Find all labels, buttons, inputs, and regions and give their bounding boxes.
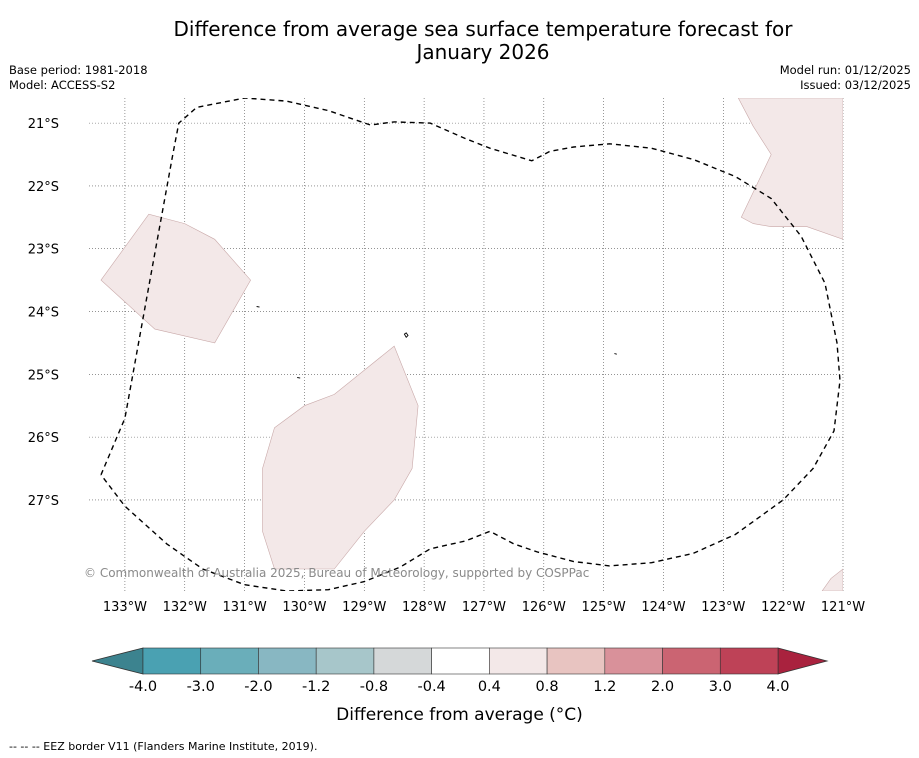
meta-left: Base period: 1981-2018 Model: ACCESS-S2 — [9, 63, 148, 93]
colorbar-tick-label: -0.8 — [360, 679, 388, 695]
lon-tick-label: 122°W — [761, 600, 805, 615]
islands — [256, 306, 617, 379]
page-title: Difference from average sea surface temp… — [0, 18, 919, 64]
colorbar-tick-label: 4.0 — [766, 679, 789, 695]
lon-tick-label: 121°W — [821, 600, 865, 615]
anomaly-patch-west — [100, 213, 251, 344]
title-line-2: January 2026 — [416, 40, 550, 64]
lat-tick-label: 27°S — [28, 494, 59, 509]
latitude-labels: 21°S 22°S 23°S 24°S 25°S 26°S 27°S — [28, 117, 59, 509]
lon-tick-label: 133°W — [103, 600, 147, 615]
colorbar-tick-label: 3.0 — [709, 679, 732, 695]
colorbar-swatch — [662, 647, 721, 675]
eez-border-line — [100, 98, 841, 591]
islet-a — [403, 332, 409, 339]
colorbar-swatch — [373, 647, 432, 675]
colorbar-swatch — [604, 647, 663, 675]
lon-tick-label: 132°W — [163, 600, 207, 615]
colorbar-label: Difference from average (°C) — [336, 705, 583, 725]
lon-tick-label: 129°W — [342, 600, 386, 615]
lon-tick-label: 125°W — [582, 600, 626, 615]
colorbar-swatch — [546, 647, 606, 675]
lon-tick-label: 130°W — [282, 600, 326, 615]
lat-tick-label: 25°S — [28, 368, 59, 383]
lat-tick-label: 26°S — [28, 431, 59, 446]
islet-c — [297, 377, 301, 379]
longitude-labels: 133°W 132°W 131°W 130°W 129°W 128°W 127°W 126°W… — [103, 600, 865, 615]
lon-tick-label: 123°W — [701, 600, 745, 615]
base-period-label: Base period: 1981-2018 — [9, 63, 148, 77]
colorbar-tick-label: 2.0 — [651, 679, 674, 695]
model-run-label: Model run: 01/12/2025 — [779, 63, 911, 77]
lon-tick-label: 128°W — [402, 600, 446, 615]
colorbar-tick-label: -0.4 — [417, 679, 445, 695]
anomaly-regions — [100, 98, 843, 591]
anomaly-patch-northeast — [737, 98, 843, 240]
lon-tick-label: 126°W — [522, 600, 566, 615]
lon-tick-label: 127°W — [462, 600, 506, 615]
lon-tick-label: 124°W — [641, 600, 685, 615]
colorbar-tick-label: 0.8 — [536, 679, 559, 695]
anomaly-patch-central — [262, 345, 419, 570]
gridlines — [89, 98, 844, 591]
colorbar-tick-label: -4.0 — [129, 679, 157, 695]
colorbar: -4.0 -3.0 -2.0 -1.2 -0.8 -0.4 0.4 0.8 1.2 2.0 3.0 4… — [91, 647, 829, 695]
eez-layer — [100, 98, 841, 591]
lat-tick-label: 24°S — [28, 306, 59, 321]
colorbar-swatch — [719, 647, 779, 675]
colorbar-tick-label: 0.4 — [478, 679, 501, 695]
colorbar-tick-label: 1.2 — [593, 679, 616, 695]
anomaly-patch-southeast — [821, 568, 843, 591]
colorbar-over-arrow — [777, 647, 829, 675]
colorbar-under-arrow — [91, 647, 144, 675]
colorbar-swatch — [258, 647, 317, 675]
copyright-text: © Commonwealth of Australia 2025, Bureau… — [84, 566, 589, 580]
model-label: Model: ACCESS-S2 — [9, 78, 116, 92]
colorbar-swatch — [431, 647, 490, 675]
lon-tick-label: 131°W — [223, 600, 267, 615]
eez-footnote: -- -- -- EEZ border V11 (Flanders Marine… — [9, 740, 318, 753]
forecast-map-chart: © Commonwealth of Australia 2025, Bureau… — [28, 98, 865, 695]
lat-tick-label: 23°S — [28, 243, 59, 258]
colorbar-swatch — [200, 647, 259, 675]
map-frame — [89, 98, 843, 591]
colorbar-swatch — [315, 647, 375, 675]
issued-label: Issued: 03/12/2025 — [800, 78, 911, 92]
lat-tick-label: 21°S — [28, 117, 59, 132]
title-line-1: Difference from average sea surface temp… — [173, 17, 793, 41]
colorbar-tick-label: -1.2 — [302, 679, 330, 695]
colorbar-swatch — [142, 647, 202, 675]
islet-d — [614, 353, 617, 355]
lat-tick-label: 22°S — [28, 180, 59, 195]
colorbar-tick-label: -2.0 — [244, 679, 272, 695]
meta-right: Model run: 01/12/2025 Issued: 03/12/2025 — [780, 63, 911, 93]
islet-b — [256, 306, 260, 308]
colorbar-swatch — [489, 647, 548, 675]
colorbar-tick-label: -3.0 — [187, 679, 215, 695]
